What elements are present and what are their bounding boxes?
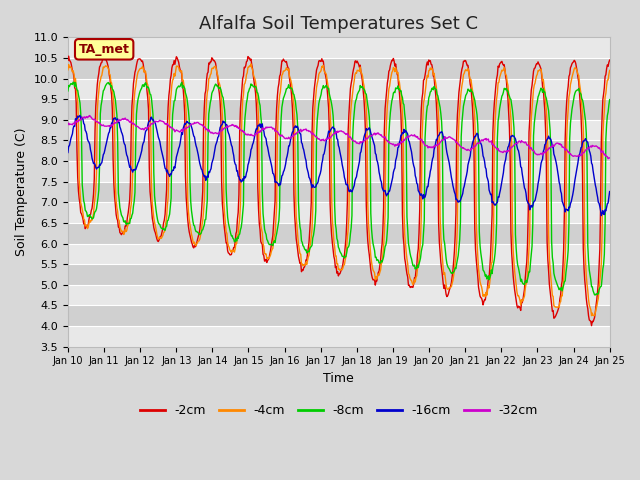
Bar [68, 305, 610, 326]
Text: TA_met: TA_met [79, 43, 130, 56]
-16cm [74, 113, 81, 119]
Bar [68, 182, 610, 203]
-16cm [131, 168, 138, 173]
-8cm [69, 79, 77, 85]
-8cm [64, 88, 72, 94]
-8cm [186, 117, 193, 123]
Line: -32cm: -32cm [68, 116, 610, 159]
-8cm [421, 135, 429, 141]
-4cm [184, 209, 192, 215]
-2cm [75, 188, 83, 194]
-2cm [65, 53, 72, 59]
-32cm [421, 143, 429, 148]
Y-axis label: Soil Temperature (C): Soil Temperature (C) [15, 128, 28, 256]
-32cm [86, 113, 93, 119]
Line: -4cm: -4cm [68, 64, 610, 316]
-16cm [421, 194, 429, 200]
-8cm [405, 245, 413, 251]
-2cm [405, 282, 413, 288]
-2cm [421, 72, 429, 78]
-32cm [214, 131, 221, 136]
-4cm [606, 68, 614, 73]
-32cm [74, 118, 81, 124]
-32cm [606, 155, 614, 161]
Bar [68, 141, 610, 161]
-2cm [64, 58, 72, 63]
-16cm [606, 189, 614, 194]
Bar [68, 203, 610, 223]
-4cm [74, 99, 81, 105]
-4cm [247, 61, 255, 67]
-4cm [588, 313, 595, 319]
Bar [68, 120, 610, 141]
-2cm [186, 229, 193, 235]
-16cm [405, 139, 413, 144]
-4cm [64, 67, 72, 72]
Bar [68, 223, 610, 243]
-4cm [421, 90, 429, 96]
Bar [68, 326, 610, 347]
Bar [68, 161, 610, 182]
-32cm [64, 122, 72, 128]
-8cm [606, 97, 614, 103]
-32cm [405, 133, 413, 139]
-32cm [131, 121, 138, 127]
Bar [68, 37, 610, 58]
Line: -2cm: -2cm [68, 56, 610, 325]
Bar [68, 79, 610, 99]
-4cm [130, 108, 138, 113]
-2cm [606, 57, 614, 63]
Line: -16cm: -16cm [68, 115, 610, 216]
Bar [68, 58, 610, 79]
Bar [68, 243, 610, 264]
-2cm [588, 323, 595, 328]
-16cm [214, 134, 221, 140]
Legend: -2cm, -4cm, -8cm, -16cm, -32cm: -2cm, -4cm, -8cm, -16cm, -32cm [134, 399, 543, 422]
Bar [68, 285, 610, 305]
-16cm [186, 120, 193, 126]
-2cm [214, 76, 221, 82]
-4cm [405, 272, 413, 277]
-8cm [75, 92, 83, 98]
-32cm [186, 123, 193, 129]
-8cm [131, 198, 138, 204]
-2cm [131, 75, 138, 81]
X-axis label: Time: Time [323, 372, 354, 385]
-8cm [214, 83, 221, 89]
-16cm [76, 112, 84, 118]
-8cm [591, 292, 599, 298]
-4cm [213, 71, 221, 76]
Bar [68, 264, 610, 285]
-16cm [598, 213, 605, 218]
Line: -8cm: -8cm [68, 82, 610, 295]
Title: Alfalfa Soil Temperatures Set C: Alfalfa Soil Temperatures Set C [199, 15, 478, 33]
-16cm [64, 150, 72, 156]
-32cm [604, 156, 612, 162]
Bar [68, 99, 610, 120]
